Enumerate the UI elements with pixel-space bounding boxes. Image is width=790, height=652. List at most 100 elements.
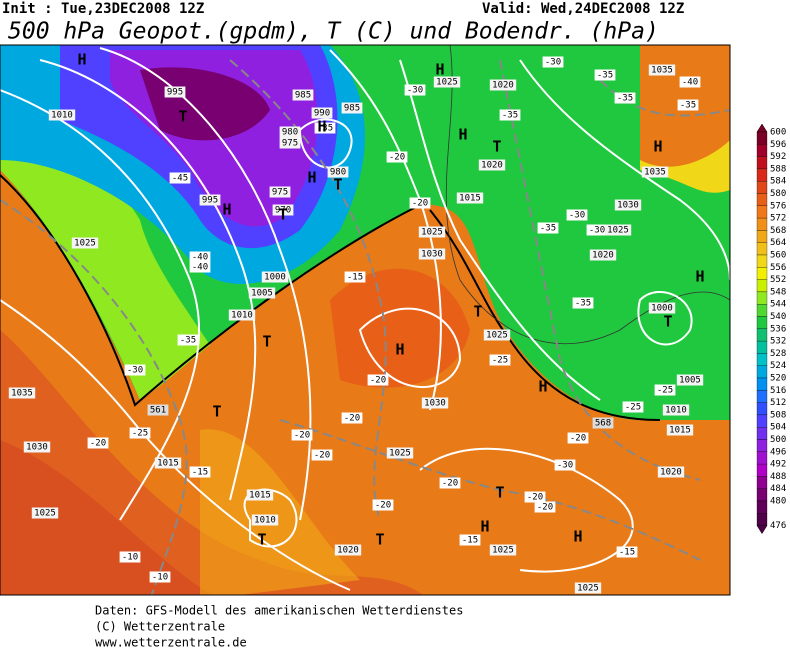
init-time: Init : Tue,23DEC2008 12Z bbox=[2, 1, 204, 17]
geopotential-label: 568 bbox=[595, 419, 611, 429]
temperature-label-box bbox=[169, 172, 191, 184]
temperature-label: -15 bbox=[619, 548, 635, 558]
isobar-label-box bbox=[334, 544, 362, 556]
isobar-label-box bbox=[648, 64, 676, 76]
colorbar-swatch bbox=[756, 402, 768, 416]
isobar-label-box bbox=[589, 249, 617, 261]
isobar-label-box bbox=[248, 287, 276, 299]
colorbar-swatch bbox=[756, 267, 768, 280]
temperature-label-box bbox=[614, 92, 636, 104]
colorbar-label: 476 bbox=[770, 521, 786, 531]
isobar-label-box bbox=[23, 441, 51, 453]
colorbar-swatch bbox=[756, 291, 768, 305]
colorbar-label: 532 bbox=[770, 337, 786, 347]
colorbar-swatch bbox=[756, 427, 768, 440]
isobar-label-box bbox=[418, 248, 446, 260]
isobar-label: 1020 bbox=[337, 546, 359, 556]
colorbar-label: 600 bbox=[770, 128, 786, 138]
colorbar-label: 564 bbox=[770, 238, 786, 248]
isobar-label-box bbox=[657, 466, 685, 478]
pressure-center: H bbox=[480, 518, 489, 536]
colorbar-label: 544 bbox=[770, 300, 786, 310]
colorbar-label: 584 bbox=[770, 177, 786, 187]
temperature-label: -30 bbox=[569, 211, 585, 221]
isobar-label: 1025 bbox=[436, 78, 458, 88]
colorbar-label: 508 bbox=[770, 410, 786, 420]
colorbar-swatch bbox=[756, 242, 768, 256]
colorbar-label: 568 bbox=[770, 226, 786, 236]
temperature-label: -30 bbox=[545, 58, 561, 68]
isobar-label-box bbox=[418, 226, 446, 238]
isobar-label: 1005 bbox=[251, 289, 273, 299]
colorbar-swatch bbox=[756, 476, 768, 489]
colorbar-label: 524 bbox=[770, 361, 786, 371]
temperature-label-box bbox=[679, 76, 701, 88]
colorbar-swatch bbox=[756, 463, 768, 477]
colorbar-swatch bbox=[756, 144, 768, 157]
pressure-center: H bbox=[538, 378, 547, 396]
isobar-label: 1015 bbox=[459, 194, 481, 204]
isobar-label: 1015 bbox=[157, 459, 179, 469]
colorbar-swatch bbox=[756, 230, 768, 243]
pressure-center: T bbox=[278, 206, 287, 224]
isobar-label: 1030 bbox=[421, 250, 443, 260]
pressure-center: H bbox=[222, 201, 231, 219]
isobar-label-box bbox=[199, 194, 221, 206]
temperature-label: -20 bbox=[344, 414, 360, 424]
temperature-label-box bbox=[119, 551, 141, 563]
temperature-label: -25 bbox=[492, 356, 508, 366]
temperature-label: -35 bbox=[540, 224, 556, 234]
pressure-center: T bbox=[178, 108, 187, 126]
colorbar-label: 592 bbox=[770, 152, 786, 162]
temperature-label: -20 bbox=[527, 493, 543, 503]
isobar-label-box bbox=[604, 224, 632, 236]
isobar-label: 1025 bbox=[577, 584, 599, 594]
colorbar: 600 596 592 588 584 580 576 572 568 564 560 556 552 5… bbox=[756, 123, 786, 535]
colorbar-swatch bbox=[756, 377, 768, 391]
isobar-label-box bbox=[433, 76, 461, 88]
colorbar-label: 596 bbox=[770, 140, 786, 150]
colorbar-label: 560 bbox=[770, 251, 786, 261]
isobar-label: 970 bbox=[275, 206, 291, 216]
footer-source: Daten: GFS-Modell des amerikanischen Wet… bbox=[95, 604, 463, 618]
pressure-center: T bbox=[257, 531, 266, 549]
pressure-center: H bbox=[317, 118, 326, 136]
isobar-label-box bbox=[456, 192, 484, 204]
temperature-label-box bbox=[404, 84, 426, 96]
colorbar-swatch bbox=[756, 353, 768, 366]
isobar-label-box bbox=[666, 424, 694, 436]
temperature-label: -35 bbox=[180, 336, 196, 346]
temperature-label-box bbox=[439, 477, 461, 489]
temperature-label: -35 bbox=[617, 94, 633, 104]
temperature-label-box bbox=[409, 197, 431, 209]
pressure-center: T bbox=[262, 333, 271, 351]
temperature-label: -10 bbox=[122, 553, 138, 563]
colorbar-swatch bbox=[756, 488, 768, 502]
isobar-label: 1030 bbox=[617, 201, 639, 211]
geopotential-label: 561 bbox=[150, 406, 166, 416]
isobar-label-box bbox=[246, 489, 274, 501]
colorbar-label: 492 bbox=[770, 460, 786, 470]
isobar-label: 1000 bbox=[651, 304, 673, 314]
colorbar-arrow-bottom bbox=[756, 525, 768, 535]
temperature-label-box bbox=[567, 432, 589, 444]
temperature-label: -20 bbox=[537, 503, 553, 513]
temperature-label-box bbox=[344, 271, 366, 283]
temperature-label-box bbox=[87, 437, 109, 449]
colorbar-label: 484 bbox=[770, 484, 786, 494]
temperature-label-box bbox=[489, 354, 511, 366]
temperature-label-box bbox=[341, 412, 363, 424]
isobar-label-box bbox=[614, 199, 642, 211]
temperature-label: -35 bbox=[680, 101, 696, 111]
isobar-label: 995 bbox=[167, 88, 183, 98]
isobar-label: 985 bbox=[344, 104, 360, 114]
temperature-label: -25 bbox=[132, 429, 148, 439]
isobar-label: 1020 bbox=[492, 81, 514, 91]
isobar-label-box bbox=[279, 137, 301, 149]
temperature-label: -20 bbox=[412, 199, 428, 209]
colorbar-label: 540 bbox=[770, 312, 786, 322]
isobar-label-box bbox=[261, 271, 289, 283]
temperature-label-box bbox=[537, 222, 559, 234]
colorbar-label: 588 bbox=[770, 164, 786, 174]
temperature-label: -20 bbox=[314, 451, 330, 461]
